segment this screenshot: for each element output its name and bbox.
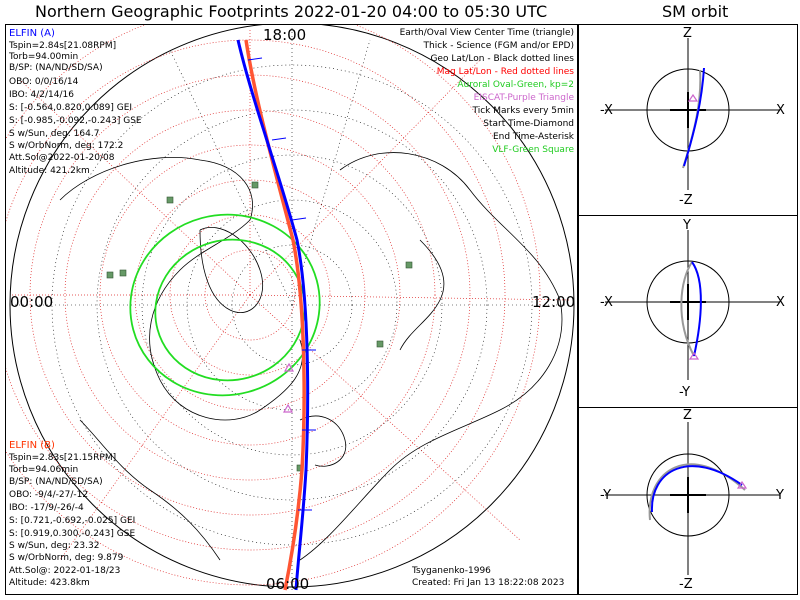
elfin-a-line: B/SP: (NA/ND/SD/SA) xyxy=(9,63,103,73)
legend-auroral-oval: Auroral Oval-Green, kp=2 xyxy=(457,80,574,90)
sm2-bottom: -Y xyxy=(679,385,691,400)
sm-orbit-title: SM orbit xyxy=(662,2,729,21)
elfin-b-line: S w/OrbNorm, deg: 9.879 xyxy=(9,553,124,563)
map-edge-circle xyxy=(9,25,575,588)
legend-geo-grid: Geo Lat/Lon - Black dotted lines xyxy=(430,54,574,64)
elfin-a-line: S: [-0.985,-0.092,-0.243] GSE xyxy=(9,116,142,126)
time-label-left: 00:00 xyxy=(10,293,54,311)
sm3-top: Z xyxy=(683,408,692,423)
map-legend: Earth/Oval View Center Time (triangle) T… xyxy=(400,28,574,156)
sm-panel-yz-frame xyxy=(578,407,798,595)
elfin-b-name: ELFIN (B) xyxy=(9,440,55,451)
sm2-right: X xyxy=(776,295,785,310)
elfin-a-track xyxy=(236,39,310,591)
coastlines xyxy=(59,152,563,561)
elfin-a-line: S: [-0.564,0.820,0.089] GEI xyxy=(9,103,133,113)
time-label-bottom: 06:00 xyxy=(266,575,310,593)
legend-vlf: VLF-Green Square xyxy=(492,145,574,155)
map-frame xyxy=(5,24,578,595)
track-tick-marks xyxy=(247,57,316,511)
model-credit: Tsyganenko-1996 xyxy=(412,566,491,576)
sm-panel-yz xyxy=(605,422,780,575)
elfin-a-line: Att.Sol@2022-01-20/08 xyxy=(9,153,115,163)
sm2-top: Y xyxy=(683,218,691,233)
sm1-right: X xyxy=(776,103,785,118)
sm3-left: -Y xyxy=(600,488,612,503)
sm1-bottom: -Z xyxy=(679,193,693,208)
legend-mag-grid: Mag Lat/Lon - Red dotted lines xyxy=(436,67,574,77)
elfin-b-line: IBO: -17/9/-26/-4 xyxy=(9,503,84,513)
vlf-squares xyxy=(106,181,413,472)
elfin-b-line: B/SP: (NA/ND/SD/SA) xyxy=(9,477,103,487)
created-credit: Created: Fri Jan 13 18:22:08 2023 xyxy=(412,578,565,588)
elfin-a-line: Torb=94.00min xyxy=(9,52,79,62)
elfin-a-name: ELFIN (A) xyxy=(9,28,55,39)
elfin-a-line: S w/Sun, deg: 164.7 xyxy=(9,129,100,139)
sm3-bottom: -Z xyxy=(679,577,693,592)
legend-start: Start Time-Diamond xyxy=(483,119,574,129)
eiscat-triangles xyxy=(282,362,295,413)
sm-panel-xy xyxy=(605,230,780,380)
sm1-top: Z xyxy=(683,26,692,41)
geo-lon-lines xyxy=(10,25,575,590)
sm1-left: -X xyxy=(600,103,613,118)
elfin-b-line: Tspin=2.83s[21.15RPM] xyxy=(9,453,117,463)
elfin-b-line: Altitude: 423.8km xyxy=(9,578,90,588)
mag-lon-lines xyxy=(10,30,571,561)
map-title: Northern Geographic Footprints 2022-01-2… xyxy=(35,2,548,21)
time-label-top: 18:00 xyxy=(263,26,307,44)
legend-eiscat: EISCAT-Purple Triangle xyxy=(473,93,574,103)
elfin-b-line: S: [0.919,0.300,-0.243] GSE xyxy=(9,529,136,539)
sm3-right: Y xyxy=(776,488,784,503)
legend-science: Thick - Science (FGM and/or EPD) xyxy=(423,41,574,51)
elfin-b-line: S: [0.721,-0.692,-0.025] GEI xyxy=(9,516,136,526)
elfin-b-line: OBO: -9/4/-27/-12 xyxy=(9,490,89,500)
elfin-a-line: IBO: 4/2/14/16 xyxy=(9,90,74,100)
elfin-a-line: Altitude: 421.2km xyxy=(9,166,90,176)
legend-ticks: Tick Marks every 5min xyxy=(472,106,574,116)
time-label-right: 12:00 xyxy=(532,293,576,311)
elfin-b-line: Torb=94.06min xyxy=(9,465,79,475)
sm-panel-xz xyxy=(605,38,780,190)
legend-end: End Time-Asterisk xyxy=(492,132,574,142)
elfin-b-line: S w/Sun, deg: 23.32 xyxy=(9,541,100,551)
sm2-left: -X xyxy=(600,295,613,310)
elfin-a-line: Tspin=2.84s[21.08RPM] xyxy=(9,41,117,51)
elfin-a-line: S w/OrbNorm, deg: 172.2 xyxy=(9,141,124,151)
elfin-b-line: Att.Sol@: 2022-01-18/23 xyxy=(9,566,121,576)
elfin-a-line: OBO: 0/0/16/14 xyxy=(9,77,79,87)
legend-view-center: Earth/Oval View Center Time (triangle) xyxy=(399,28,574,38)
